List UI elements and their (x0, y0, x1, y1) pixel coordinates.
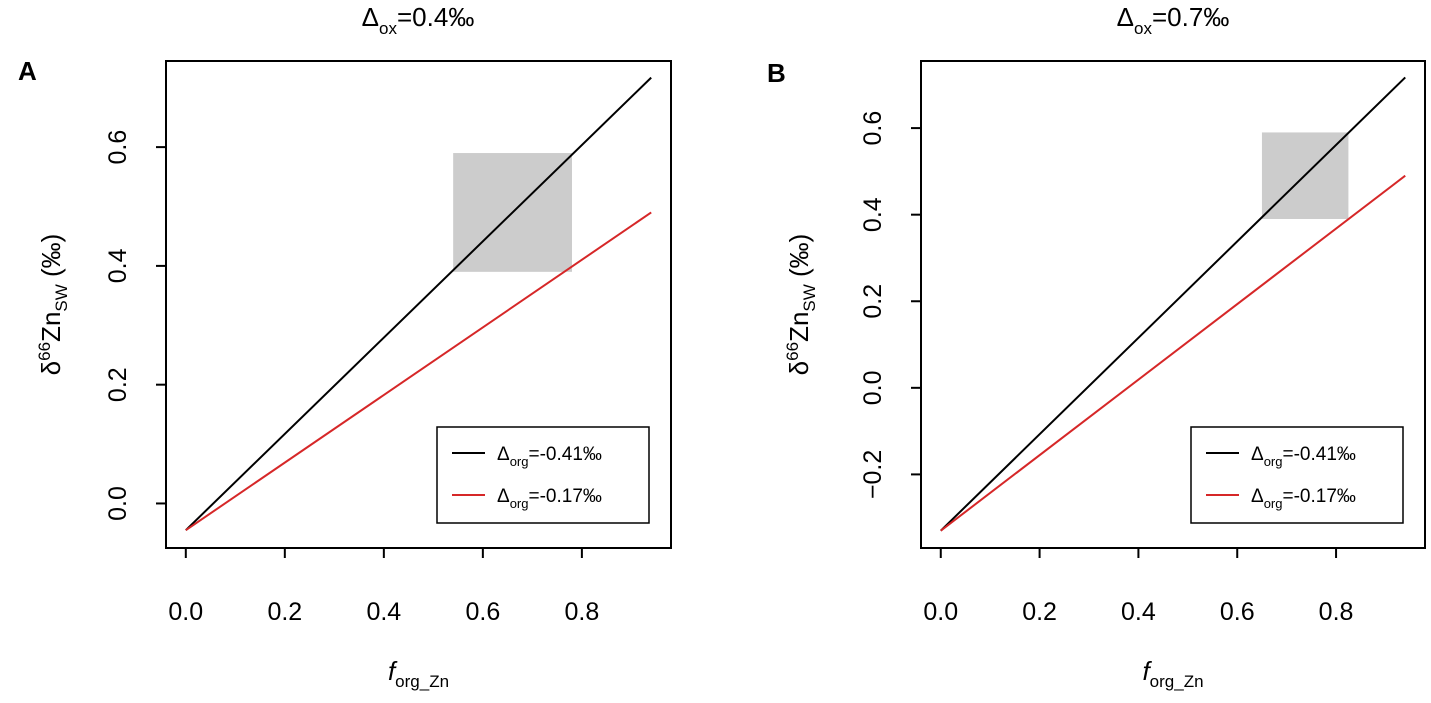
y-tick-label: 0.6 (104, 130, 132, 165)
series-line-1 (940, 174, 1406, 532)
legend-box (1190, 426, 1404, 524)
panel-label: A (18, 56, 37, 86)
legend: Δorg=-0.41‰ Δorg=-0.17‰ (1190, 426, 1404, 524)
series-line-0 (940, 76, 1406, 532)
x-tick-label: 0.2 (1022, 598, 1057, 626)
legend-entry-1: Δorg=-0.17‰ (497, 486, 602, 511)
plot-frame (165, 60, 672, 549)
plot-frame (920, 60, 1426, 549)
y-tick-label: −0.2 (859, 450, 887, 499)
x-axis-label: forg_Zn (1142, 656, 1203, 691)
series-line-1 (185, 211, 652, 532)
legend-box (436, 426, 650, 524)
legend: Δorg=-0.41‰ Δorg=-0.17‰ (436, 426, 650, 524)
panel-a: 0.0 0.2 0.4 0.6 0.8 0.0 0.2 0.4 0.6 A Δox=0.4‰ forg… (18, 2, 672, 691)
panel-label: B (767, 58, 786, 88)
y-tick-label: 0.0 (859, 370, 887, 405)
y-tick-label: 0.6 (859, 111, 887, 146)
y-tick-label: 0.4 (104, 248, 132, 283)
y-axis-label: δ66ZnSW (‰) (35, 234, 71, 376)
panel-b: 0.0 0.2 0.4 0.6 0.8 −0.2 0.0 0.2 0.4 0.6 B Δox=0.7‰… (767, 2, 1426, 691)
chart-title: Δox=0.7‰ (1117, 2, 1230, 38)
legend-entry-0: Δorg=-0.41‰ (497, 444, 602, 469)
y-tick-label: 0.4 (859, 197, 887, 232)
x-tick-label: 0.0 (168, 598, 203, 626)
x-tick-label: 0.6 (465, 598, 500, 626)
y-tick-label: 0.2 (859, 284, 887, 319)
x-tick-label: 0.8 (564, 598, 599, 626)
chart-title: Δox=0.4‰ (362, 2, 475, 38)
x-tick-label: 0.0 (923, 598, 958, 626)
y-tick-label: 0.2 (104, 367, 132, 402)
x-tick-label: 0.8 (1319, 598, 1354, 626)
y-tick-label: 0.0 (104, 486, 132, 521)
series-line-0 (185, 76, 652, 531)
x-tick-label: 0.2 (267, 598, 302, 626)
y-axis-label: δ66ZnSW (‰) (783, 234, 819, 376)
legend-entry-1: Δorg=-0.17‰ (1251, 486, 1356, 511)
x-tick-label: 0.4 (1121, 598, 1156, 626)
x-tick-label: 0.4 (366, 598, 401, 626)
x-tick-label: 0.6 (1220, 598, 1255, 626)
x-axis-label: forg_Zn (388, 656, 449, 691)
legend-entry-0: Δorg=-0.41‰ (1251, 444, 1356, 469)
